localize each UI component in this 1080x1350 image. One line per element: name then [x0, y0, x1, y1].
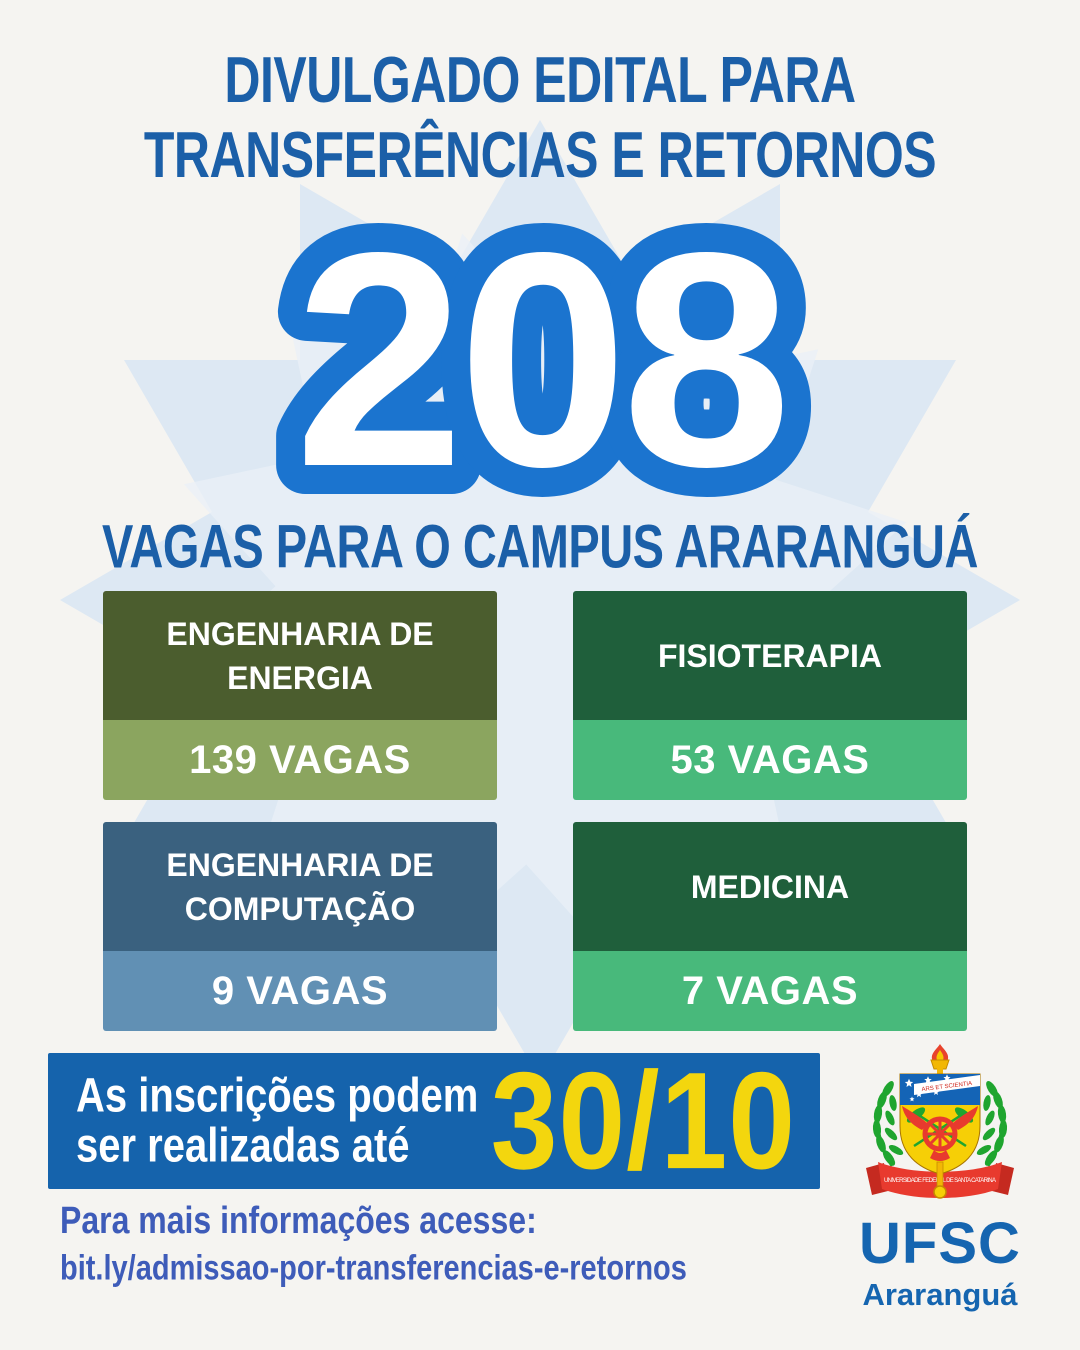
title-line-1: DIVULGADO EDITAL PARA	[224, 43, 856, 117]
ufsc-logo: UNIVERSIDADE FEDERAL DE SANTA CATARINA	[846, 1042, 1034, 1313]
ufsc-crest-icon: UNIVERSIDADE FEDERAL DE SANTA CATARINA	[866, 1044, 1014, 1199]
laurel-branch-icon	[872, 1081, 904, 1167]
footer-info: Para mais informações acesse: bit.ly/adm…	[60, 1198, 687, 1288]
deadline-text-line-1: As inscrições podem	[76, 1069, 479, 1123]
course-name: ENGENHARIA DE ENERGIA	[166, 615, 434, 696]
big-number: 208	[0, 160, 1080, 559]
deadline-text-line-2: ser realizadas até	[76, 1119, 410, 1173]
torch-icon	[930, 1044, 950, 1075]
deadline-banner: As inscrições podem ser realizadas até 3…	[48, 1044, 820, 1198]
info-link[interactable]: bit.ly/admissao-por-transferencias-e-ret…	[60, 1249, 687, 1289]
key-icon	[933, 1161, 947, 1199]
course-card-engenharia-energia: ENGENHARIA DE ENERGIA 139 VAGAS	[103, 591, 497, 800]
courses-grid: ENGENHARIA DE ENERGIA 139 VAGAS FISIOTER…	[103, 591, 967, 1031]
title-line-2: TRANSFERÊNCIAS E RETORNOS	[143, 118, 937, 192]
deadline-date: 30/10	[490, 1043, 796, 1199]
course-name: MEDICINA	[690, 868, 850, 905]
course-card-fisioterapia: FISIOTERAPIA 53 VAGAS	[573, 591, 967, 800]
course-card-medicina: MEDICINA 7 VAGAS	[573, 822, 967, 1031]
ufsc-campus: Araranguá	[862, 1277, 1018, 1312]
big-number-text: 208	[295, 189, 786, 525]
winged-wheel-icon	[902, 1106, 978, 1161]
course-name: FISIOTERAPIA	[657, 637, 882, 674]
subtitle: VAGAS PARA O CAMPUS ARARANGUÁ	[102, 511, 978, 581]
course-card-engenharia-computacao: ENGENHARIA DE COMPUTAÇÃO 9 VAGAS	[103, 822, 497, 1031]
course-vacancies: 53 VAGAS	[670, 737, 870, 782]
course-vacancies: 7 VAGAS	[681, 968, 859, 1013]
course-vacancies: 139 VAGAS	[189, 737, 411, 782]
course-name: ENGENHARIA DE COMPUTAÇÃO	[166, 846, 434, 927]
course-vacancies: 9 VAGAS	[211, 968, 389, 1013]
info-label: Para mais informações acesse:	[60, 1198, 537, 1242]
ufsc-acronym: UFSC	[859, 1211, 1021, 1276]
page-title: DIVULGADO EDITAL PARA TRANSFERÊNCIAS E R…	[0, 42, 1080, 191]
